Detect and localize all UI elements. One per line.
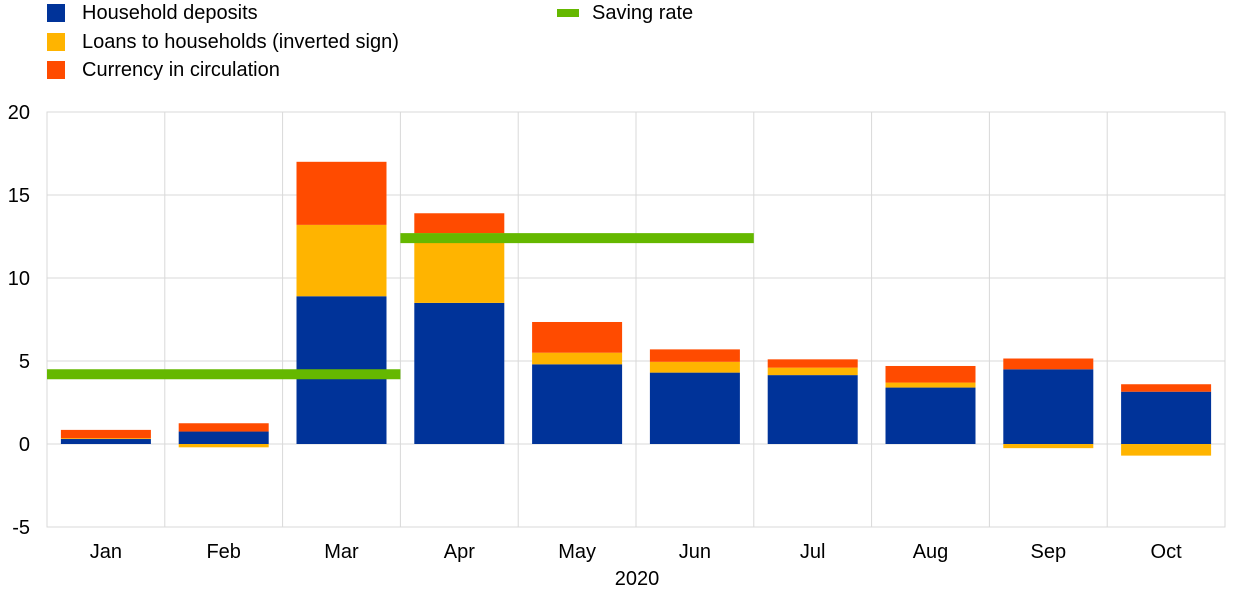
legend-item-saving-rate: Saving rate <box>557 1 693 25</box>
x-axis-label: 2020 <box>615 568 660 590</box>
x-tick-label: Oct <box>1151 541 1183 563</box>
bar-segment-currency <box>414 213 505 234</box>
x-tick-label: Jan <box>90 541 122 563</box>
bar-segment-deposits <box>178 431 269 444</box>
y-tick-label: 5 <box>19 351 30 373</box>
bars <box>60 161 1212 456</box>
bar-segment-loans <box>1121 444 1212 456</box>
axis-labels: -5 0 5 10 15 20 Jan Feb Mar Apr May Jun Jul Aug Sep Oct <box>8 102 1182 563</box>
x-tick-label: Apr <box>444 541 475 563</box>
bar-segment-loans <box>885 382 976 388</box>
x-tick-label: Jul <box>800 541 826 563</box>
bar-segment-deposits <box>414 302 505 444</box>
bar-segment-loans <box>1003 444 1094 449</box>
legend-swatch <box>47 4 65 22</box>
bar-segment-loans <box>414 233 505 303</box>
bar-segment-loans <box>649 361 740 373</box>
bar-segment-deposits <box>60 439 151 444</box>
legend-label: Currency in circulation <box>82 59 280 81</box>
x-tick-label: Sep <box>1031 541 1067 563</box>
y-tick-label: 10 <box>8 268 30 290</box>
bar-segment-deposits <box>649 372 740 444</box>
legend-item-currency: Currency in circulation <box>47 58 280 82</box>
x-tick-label: May <box>558 541 596 563</box>
legend-item-household-deposits: Household deposits <box>47 1 258 25</box>
x-tick-label: Feb <box>206 541 240 563</box>
bar-segment-currency <box>649 349 740 362</box>
bar-segment-deposits <box>1121 391 1212 444</box>
bar-segment-deposits <box>1003 369 1094 444</box>
legend-label: Saving rate <box>592 2 694 24</box>
bar-segment-loans <box>296 224 387 297</box>
y-tick-label: 15 <box>8 185 30 207</box>
bar-segment-currency <box>296 161 387 225</box>
bar-segment-deposits <box>767 375 858 444</box>
bar-segment-deposits <box>532 364 623 444</box>
bar-segment-currency <box>178 423 269 432</box>
legend-swatch <box>47 33 65 51</box>
y-tick-label: 0 <box>19 434 30 456</box>
bar-segment-currency <box>767 359 858 368</box>
bar-segment-currency <box>532 321 623 353</box>
legend-item-loans: Loans to households (inverted sign) <box>47 30 399 54</box>
grid <box>46 111 1226 528</box>
bar-segment-currency <box>1121 384 1212 392</box>
saving-rate-line <box>47 233 754 380</box>
y-tick-label: 20 <box>8 102 30 124</box>
legend-swatch <box>557 9 579 17</box>
bar-segment-currency <box>1003 358 1094 370</box>
legend-label: Loans to households (inverted sign) <box>82 31 399 53</box>
x-tick-label: Mar <box>324 541 359 563</box>
y-tick-label: -5 <box>12 517 30 539</box>
bar-segment-loans <box>60 438 151 440</box>
bar-segment-loans <box>532 352 623 365</box>
bar-segment-deposits <box>885 387 976 444</box>
x-tick-label: Jun <box>679 541 711 563</box>
legend-label: Household deposits <box>82 2 258 24</box>
bar-segment-loans <box>767 367 858 376</box>
bar-segment-currency <box>60 429 151 439</box>
legend-swatch <box>47 61 65 79</box>
bar-segment-currency <box>885 365 976 383</box>
x-tick-label: Aug <box>913 541 949 563</box>
bar-segment-loans <box>178 444 269 448</box>
